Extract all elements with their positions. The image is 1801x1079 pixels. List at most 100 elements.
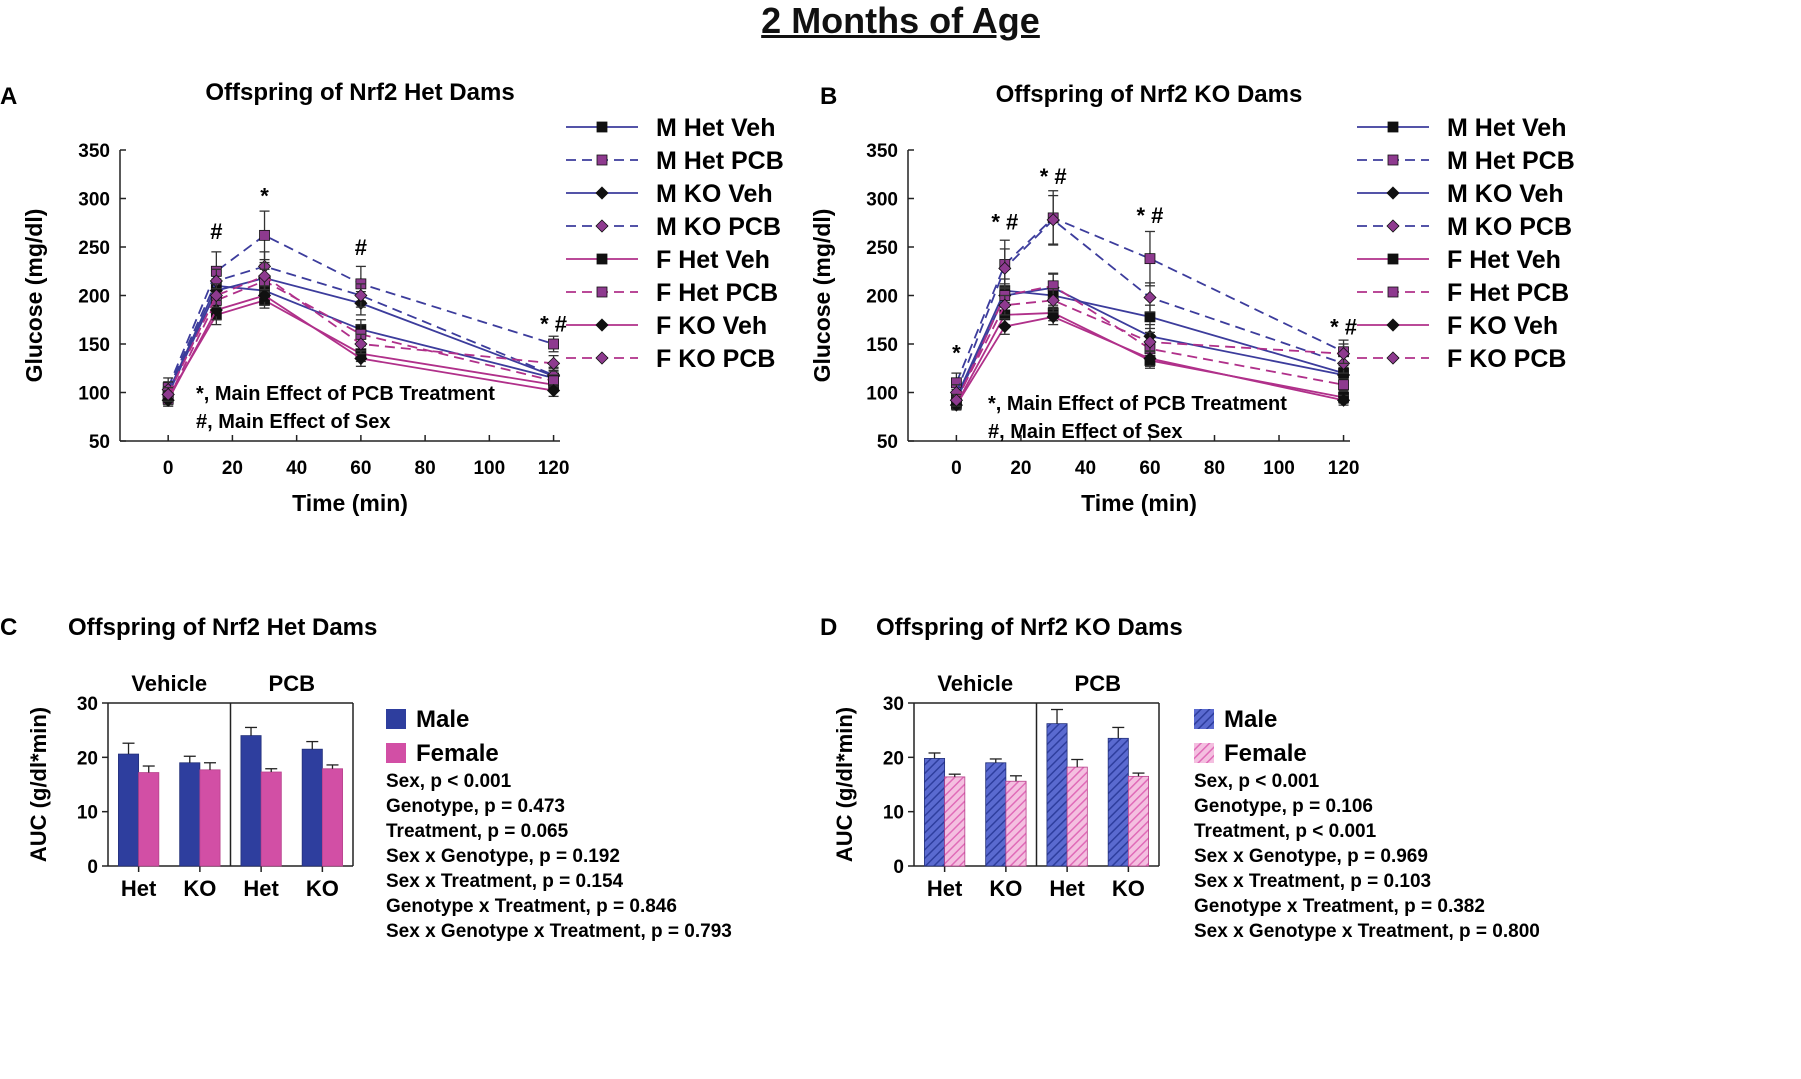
legend-marker-square	[596, 253, 608, 265]
y-tick-label: 150	[866, 335, 898, 356]
stats-line: Sex, p < 0.001	[386, 771, 512, 792]
bar-male	[1046, 723, 1068, 867]
x-tick-label: Het	[927, 876, 963, 901]
y-axis-label: Glucose (mg/dl)	[809, 209, 835, 383]
bar-male	[1107, 737, 1129, 867]
data-point-diamond	[998, 261, 1012, 275]
stats-line: Treatment, p = 0.065	[386, 821, 569, 842]
legend-marker-square	[1387, 286, 1399, 298]
data-point-diamond	[1046, 213, 1060, 227]
y-tick-label: 250	[78, 238, 110, 259]
legend-label: M KO PCB	[1447, 213, 1572, 241]
group-label: Vehicle	[937, 671, 1013, 696]
data-point-diamond	[257, 288, 272, 303]
data-point-square	[259, 229, 270, 241]
legend-marker-square	[596, 154, 608, 166]
legend-label: F KO Veh	[1447, 312, 1558, 340]
data-point-diamond	[1336, 347, 1351, 361]
legend-label: Male	[1224, 706, 1277, 733]
y-tick-label: 200	[866, 287, 898, 308]
x-tick-label: 120	[538, 458, 570, 479]
panel-title: Offspring of Nrf2 Het Dams	[205, 79, 514, 106]
x-tick-label: Het	[121, 876, 157, 901]
bar-male	[240, 735, 262, 867]
significance-label: #	[355, 235, 367, 260]
x-tick-label: 40	[1075, 458, 1096, 479]
legend-label: M Het Veh	[656, 114, 775, 142]
y-tick-label: 30	[883, 694, 904, 715]
legend-marker-diamond	[595, 318, 609, 332]
data-point-diamond	[547, 383, 561, 398]
bar-female	[1066, 766, 1088, 867]
annotation-note: #, Main Effect of Sex	[196, 411, 391, 433]
y-axis-label: AUC (g/dl*min)	[832, 707, 857, 862]
significance-label: * #	[1040, 164, 1067, 189]
series-line	[167, 234, 554, 388]
legend-label: M KO Veh	[1447, 180, 1564, 208]
x-tick-label: Het	[1049, 876, 1085, 901]
x-tick-label: 0	[951, 458, 962, 479]
legend-label: Male	[416, 706, 469, 733]
y-tick-label: 50	[89, 432, 110, 453]
y-tick-label: 10	[883, 803, 904, 824]
significance-label: * #	[540, 311, 567, 336]
x-tick-label: 60	[1139, 458, 1160, 479]
group-label: PCB	[1075, 671, 1121, 696]
y-tick-label: 250	[866, 238, 898, 259]
panel-letter: C	[0, 614, 17, 641]
x-tick-label: 20	[222, 458, 243, 479]
legend-label: F KO PCB	[1447, 345, 1566, 373]
y-tick-label: 20	[77, 748, 98, 769]
data-point-diamond	[1143, 351, 1157, 366]
y-tick-label: 50	[877, 432, 898, 453]
bar-female	[1127, 775, 1149, 867]
x-tick-label: 120	[1328, 458, 1360, 479]
y-tick-label: 350	[866, 141, 898, 162]
data-point-square	[1338, 379, 1349, 391]
bar-male	[179, 762, 201, 867]
data-point-diamond	[949, 393, 963, 407]
legend-label: F Het PCB	[656, 279, 778, 307]
legend-label: M Het PCB	[656, 147, 784, 175]
legend-marker-square	[1387, 121, 1399, 133]
stats-line: Sex x Genotype, p = 0.192	[386, 846, 620, 867]
stats-line: Genotype, p = 0.473	[386, 796, 565, 817]
stats-line: Sex x Genotype x Treatment, p = 0.793	[386, 921, 732, 942]
significance-label: *	[260, 183, 269, 208]
data-point-diamond	[1143, 335, 1157, 349]
legend-label: M Het Veh	[1447, 114, 1566, 142]
x-tick-label: KO	[306, 876, 339, 901]
significance-label: * #	[991, 210, 1018, 235]
data-point-diamond	[161, 387, 175, 402]
panel-letter: B	[820, 83, 837, 110]
legend-marker-square	[1387, 154, 1399, 166]
y-tick-label: 20	[883, 748, 904, 769]
bar-male	[118, 753, 140, 867]
legend-marker-diamond	[1386, 351, 1400, 365]
x-tick-label: KO	[989, 876, 1022, 901]
data-point-diamond	[354, 288, 368, 303]
y-tick-label: 150	[78, 335, 110, 356]
data-point-square	[548, 338, 559, 350]
stats-line: Treatment, p < 0.001	[1194, 821, 1377, 842]
stats-line: Sex x Treatment, p = 0.154	[386, 871, 624, 892]
y-tick-label: 0	[87, 857, 98, 878]
legend-label: M Het PCB	[1447, 147, 1575, 175]
annotation-note: *, Main Effect of PCB Treatment	[988, 393, 1287, 415]
stats-line: Sex x Genotype x Treatment, p = 0.800	[1194, 921, 1540, 942]
x-tick-label: KO	[183, 876, 216, 901]
x-axis-label: Time (min)	[1081, 490, 1197, 516]
data-point-square	[1144, 253, 1156, 265]
panel-letter: D	[820, 614, 837, 641]
panel-b: B Offspring of Nrf2 KO Dams50100150200250…	[809, 81, 1575, 516]
x-tick-label: 100	[473, 458, 505, 479]
bar-female	[321, 768, 343, 867]
y-axis-label: AUC (g/dl*min)	[26, 707, 51, 862]
y-tick-label: 300	[866, 190, 898, 211]
panel-a: A Offspring of Nrf2 Het Dams5010015020025…	[0, 79, 784, 516]
data-point-diamond	[354, 351, 368, 366]
y-tick-label: 100	[866, 384, 898, 405]
legend-swatch-female	[386, 743, 406, 763]
legend-marker-diamond	[595, 351, 609, 365]
